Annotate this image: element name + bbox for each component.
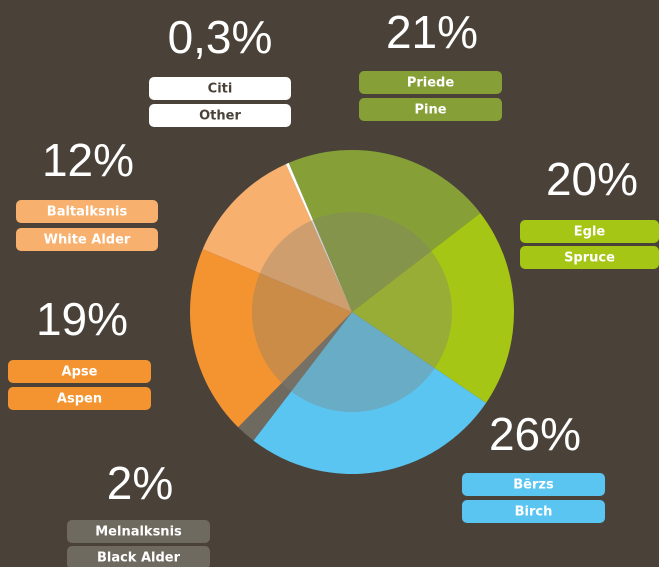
category-label: Spruce	[564, 251, 615, 266]
label-box	[359, 98, 502, 121]
pie-slice	[352, 213, 514, 403]
category-label: Black Alder	[97, 551, 181, 566]
category-label: Apse	[62, 365, 98, 380]
pie-slice	[238, 312, 352, 441]
category-label: White Alder	[44, 233, 131, 248]
label-box	[149, 77, 291, 100]
label-box	[462, 500, 605, 523]
inner-overlay	[252, 212, 452, 412]
percent-label: 21%	[386, 6, 478, 58]
category-label: Other	[199, 109, 241, 124]
percent-label: 26%	[489, 408, 581, 460]
label-box	[16, 228, 158, 251]
label-box	[8, 360, 151, 383]
category-label: Priede	[407, 76, 455, 91]
label-box	[359, 71, 502, 94]
percent-label: 19%	[36, 293, 128, 345]
pie-slice	[285, 162, 352, 312]
label-box	[520, 220, 659, 243]
pie-slice	[190, 249, 352, 428]
label-box	[16, 200, 158, 223]
pie-slice	[253, 312, 487, 474]
category-label: Aspen	[57, 392, 102, 407]
pie-slice	[288, 150, 481, 312]
category-label: Bērzs	[513, 478, 554, 493]
label-box	[149, 104, 291, 127]
category-label: Egle	[574, 225, 606, 240]
category-label: Citi	[208, 82, 233, 97]
percent-label: 12%	[42, 134, 134, 186]
category-label: Baltalksnis	[47, 205, 128, 220]
category-label: Pine	[414, 103, 446, 118]
label-box	[520, 246, 659, 269]
percent-label: 2%	[107, 457, 173, 509]
percent-label: 0,3%	[168, 11, 273, 63]
label-box	[67, 546, 210, 567]
category-label: Birch	[515, 505, 553, 520]
label-box	[462, 473, 605, 496]
category-label: Melnalksnis	[95, 525, 182, 540]
label-box	[8, 387, 151, 410]
percent-label: 20%	[546, 153, 638, 205]
pie-slice	[202, 164, 352, 312]
label-box	[67, 520, 210, 543]
